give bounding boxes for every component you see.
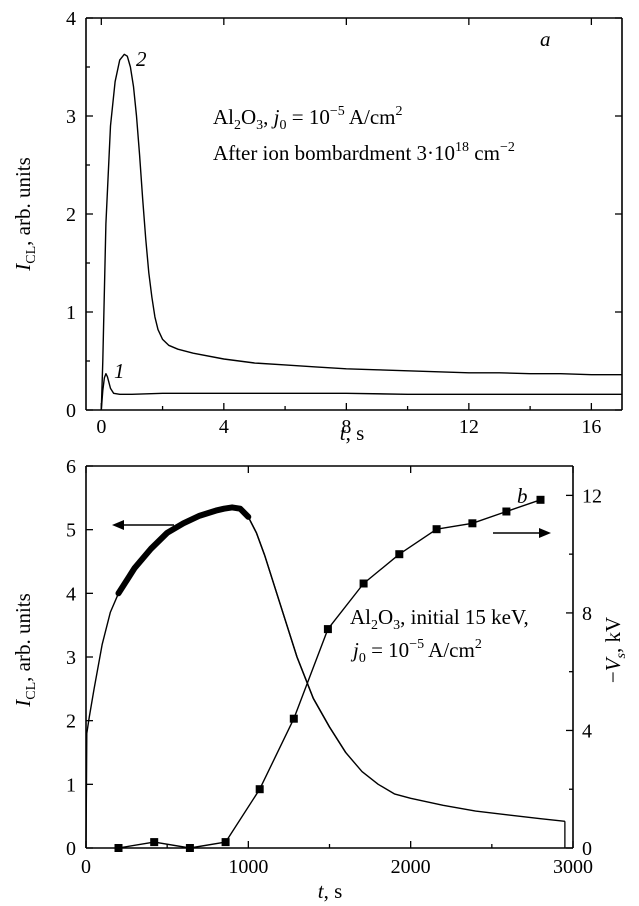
curve-1-label: 1 — [114, 359, 125, 383]
right-axis-arrow — [493, 528, 551, 538]
panel-a-x-tick-label: 8 — [341, 416, 351, 438]
panel-b-x-tick-label: 0 — [81, 856, 91, 878]
panel-a-series-curve-2 — [100, 53, 622, 411]
panel-a-y-tick-label: 0 — [66, 400, 76, 422]
panel-a-y-tick-label: 4 — [66, 8, 76, 30]
panel-b-y2-tick-label: 0 — [582, 838, 592, 860]
left-axis-arrow — [112, 520, 174, 530]
vs-marker — [323, 625, 332, 634]
panel-a-x-label: t, s — [340, 421, 365, 445]
panel-b-letter: b — [517, 484, 528, 508]
panel-a-x-tick-label: 0 — [96, 416, 106, 438]
vs-marker — [432, 525, 441, 534]
panel-b-x-tick-label: 1000 — [228, 856, 268, 878]
panel-a-series — [100, 53, 622, 411]
icl-curve-noise-band — [115, 504, 252, 597]
curve-2-label: 2 — [136, 47, 147, 71]
panel-b-x-tick-label: 2000 — [391, 856, 431, 878]
vs-marker — [502, 507, 511, 516]
panel-b-y-tick-label: 2 — [66, 711, 76, 733]
panel-b-y-tick-label: 1 — [66, 774, 76, 796]
panel-b-y-tick-label: 5 — [66, 520, 76, 542]
vs-marker — [359, 579, 368, 588]
panel-b-series — [85, 495, 566, 852]
vs-marker — [150, 838, 159, 847]
panel-b-y-tick-label: 3 — [66, 647, 76, 669]
panel-a-y-tick-label: 1 — [66, 302, 76, 324]
panel-b-y-tick-label: 6 — [66, 456, 76, 478]
vs-marker — [185, 844, 194, 852]
panel-b-y2-tick-label: 4 — [582, 720, 592, 742]
panel-b-y-label: ICL, arb. units — [11, 593, 39, 708]
vs-marker — [221, 838, 230, 847]
panel-a-gridless-axes — [85, 17, 623, 411]
vs-curve — [118, 499, 541, 849]
panel-a-series-curve-1 — [100, 373, 622, 411]
vs-marker — [468, 519, 477, 528]
panel-b-y-tick-label: 0 — [66, 838, 76, 860]
panel-a-y-label: ICL, arb. units — [11, 157, 39, 272]
panel-b-annotation-line2: j0 = 10−5 A/cm2 — [350, 637, 482, 666]
panel-a-annotation-line1: Al2O3, j0 = 10−5 A/cm2 — [213, 104, 403, 133]
icl-curve-thin — [85, 506, 565, 849]
icl-curve-fall — [239, 508, 347, 753]
vs-marker — [289, 714, 298, 723]
vs-marker — [255, 785, 264, 794]
panel-b-y2-tick-label: 12 — [582, 485, 602, 507]
panel-a-x-tick-label: 12 — [459, 416, 479, 438]
panel-a-x-tick-label: 4 — [219, 416, 229, 438]
panel-b-y-tick-label: 4 — [66, 583, 76, 605]
panel-b-y2-tick-label: 8 — [582, 603, 592, 625]
vs-marker — [536, 495, 545, 504]
vs-marker — [114, 844, 123, 852]
vs-marker — [395, 550, 404, 559]
panel-a-letter: a — [540, 27, 551, 51]
panel-b-annotation-line1: Al2O3, initial 15 keV, — [350, 605, 529, 633]
panel-a-x-tick-label: 16 — [581, 416, 601, 438]
panel-a-y-tick-label: 2 — [66, 204, 76, 226]
panel-b-x-tick-label: 3000 — [553, 856, 593, 878]
panel-b-y2-label: −Vs, kV — [601, 617, 629, 683]
panel-a-annotation-line2: After ion bombardment 3·1018 cm−2 — [213, 140, 515, 165]
panel-b-x-label: t, s — [318, 879, 343, 903]
panel-a-y-tick-label: 3 — [66, 106, 76, 128]
panel-b-axes — [85, 465, 574, 849]
